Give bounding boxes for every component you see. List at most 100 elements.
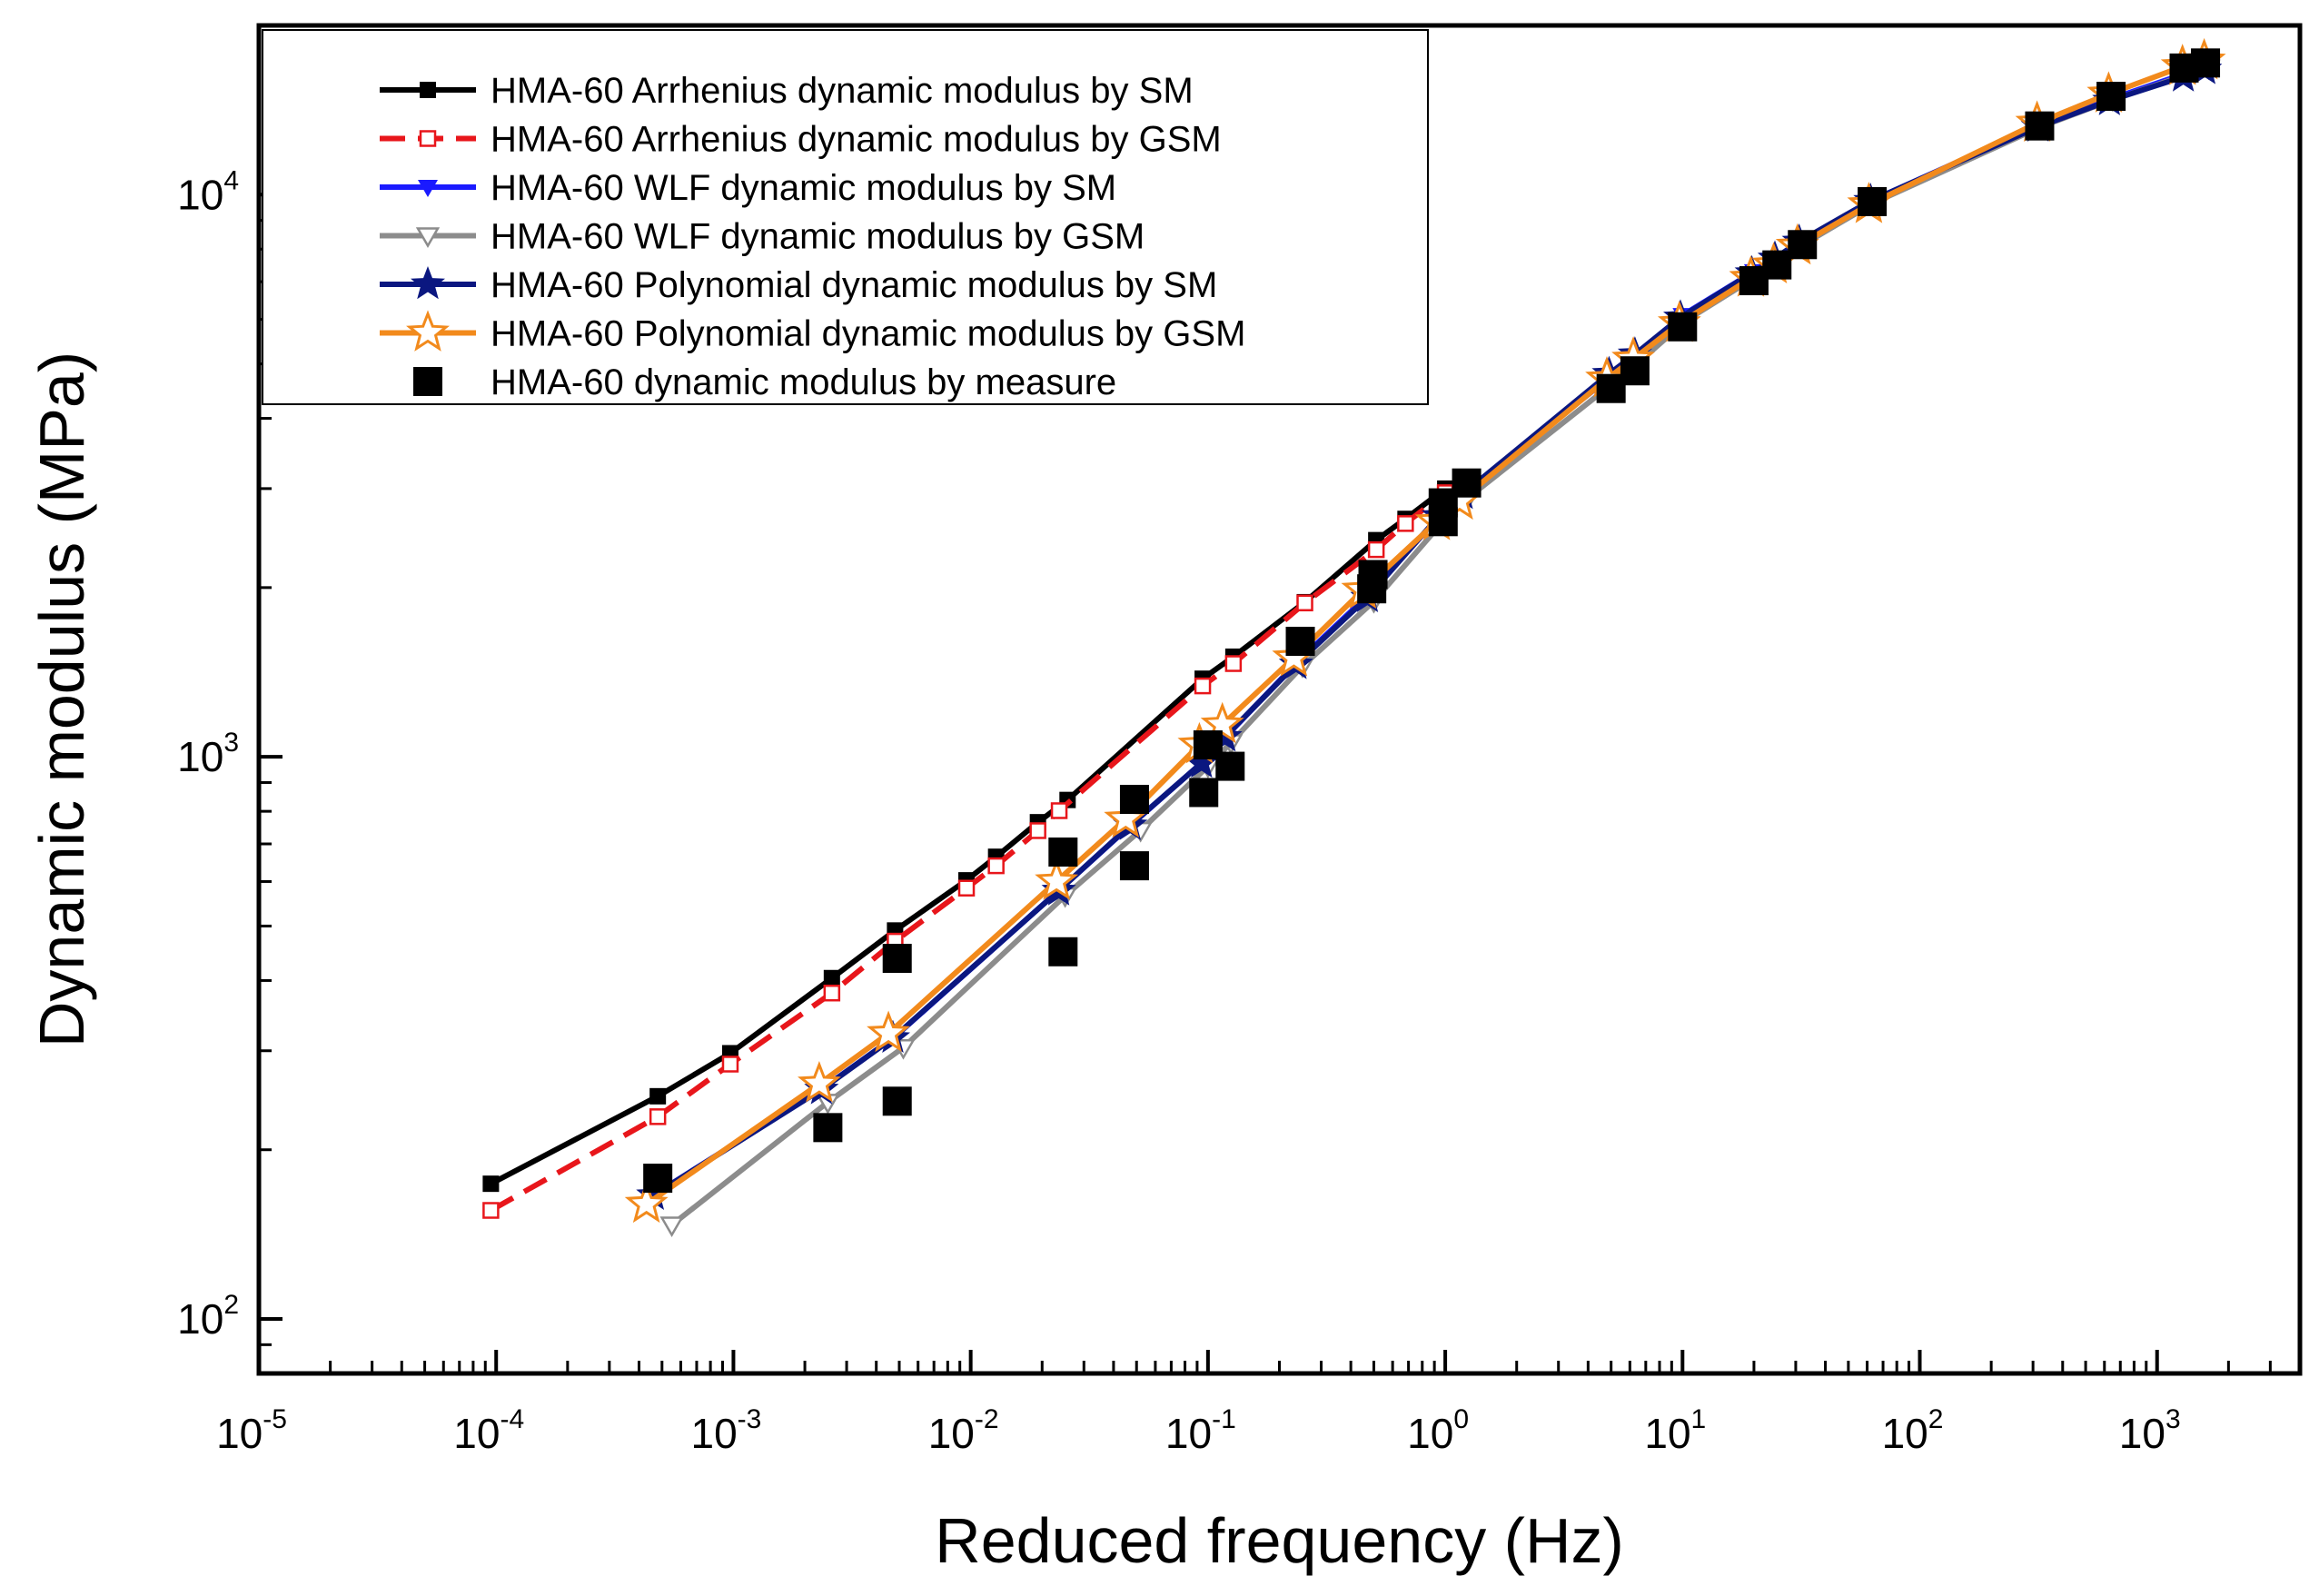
data-point	[649, 1108, 667, 1125]
x-tick-base: 10	[1644, 1410, 1690, 1457]
data-point	[2025, 111, 2055, 141]
data-point	[1050, 802, 1068, 819]
data-point	[659, 1216, 684, 1237]
legend-entry: HMA-60 Arrhenius dynamic modulus by GSM	[380, 120, 1222, 160]
data-point	[2096, 82, 2126, 112]
data-point	[1858, 186, 1888, 216]
data-point	[1029, 822, 1046, 839]
legend-marker	[411, 266, 445, 300]
x-axis-tick-labels: 10-5 10-4 10-3 10-2 10-1 100 101 102 103	[216, 1404, 2181, 1457]
legend-label: HMA-60 Arrhenius dynamic modulus by GSM	[491, 120, 1222, 160]
data-point	[1215, 751, 1245, 781]
x-tick-base: 10	[216, 1410, 263, 1457]
x-tick-label: 10-2	[928, 1404, 999, 1457]
legend-label: HMA-60 Polynomial dynamic modulus by SM	[491, 265, 1217, 305]
x-tick-base: 10	[691, 1410, 738, 1457]
data-point	[1224, 655, 1243, 672]
series-layer	[482, 37, 2226, 1237]
data-point	[987, 857, 1005, 875]
y-tick-label: 102	[177, 1290, 239, 1343]
data-point	[1048, 838, 1078, 867]
legend: HMA-60 Arrhenius dynamic modulus by SM HM…	[262, 29, 1429, 405]
y-tick-base: 10	[177, 733, 223, 780]
x-tick-base: 10	[2119, 1410, 2165, 1457]
data-point	[798, 1061, 841, 1103]
y-tick-base: 10	[177, 1295, 223, 1343]
x-tick-exponent: 1	[1691, 1404, 1707, 1434]
data-point	[1184, 745, 1219, 778]
x-tick-label: 101	[1644, 1404, 1706, 1457]
data-point	[813, 1113, 843, 1143]
x-tick-exponent: -1	[1212, 1404, 1236, 1434]
x-tick-label: 10-4	[453, 1404, 524, 1457]
x-tick-base: 10	[928, 1410, 975, 1457]
data-point	[721, 1056, 739, 1073]
data-point	[649, 1087, 667, 1105]
data-point	[1296, 594, 1313, 612]
y-tick-label: 103	[177, 728, 239, 780]
data-point	[882, 1086, 912, 1116]
legend-label: HMA-60 WLF dynamic modulus by SM	[491, 168, 1116, 208]
data-point	[867, 1010, 910, 1053]
x-tick-label: 10-3	[691, 1404, 762, 1457]
legend-marker	[413, 367, 442, 396]
series-1	[482, 480, 1454, 1193]
legend-marker	[420, 82, 436, 98]
data-point	[1788, 230, 1818, 260]
data-point	[1397, 515, 1414, 532]
legend-marker	[418, 180, 438, 197]
legend-box	[262, 29, 1429, 405]
y-tick-base: 10	[177, 171, 223, 218]
data-point	[624, 1181, 669, 1224]
data-point	[636, 1176, 671, 1210]
legend-entry: HMA-60 Polynomial dynamic modulus by SM	[380, 265, 1217, 305]
data-point	[1035, 858, 1079, 900]
x-axis-title: Reduced frequency (Hz)	[935, 1505, 1624, 1576]
series-line	[490, 486, 1447, 1186]
x-tick-base: 10	[1407, 1410, 1453, 1457]
data-point	[482, 1202, 500, 1219]
data-point	[1452, 468, 1482, 498]
x-tick-base: 10	[1165, 1410, 1212, 1457]
x-tick-base: 10	[453, 1410, 500, 1457]
data-point	[643, 1164, 673, 1194]
data-point	[1119, 851, 1149, 881]
x-tick-exponent: 2	[1928, 1404, 1944, 1434]
x-tick-label: 102	[1882, 1404, 1944, 1457]
legend-marker	[415, 227, 441, 248]
legend-entry: HMA-60 WLF dynamic modulus by GSM	[380, 217, 1145, 257]
legend-entry: HMA-60 Arrhenius dynamic modulus by SM	[380, 71, 1194, 111]
x-tick-label: 100	[1407, 1404, 1469, 1457]
data-point	[1285, 627, 1315, 657]
data-point	[2191, 48, 2221, 78]
legend-entry: HMA-60 dynamic modulus by measure	[413, 362, 1116, 402]
data-point	[823, 984, 841, 1002]
data-point	[1119, 785, 1149, 815]
legend-marker	[406, 310, 450, 352]
legend-marker	[419, 130, 437, 147]
x-tick-base: 10	[1882, 1410, 1928, 1457]
legend-entry: HMA-60 Polynomial dynamic modulus by GSM	[380, 310, 1245, 354]
data-point	[1358, 560, 1388, 590]
legend-label: HMA-60 Polynomial dynamic modulus by GSM	[491, 314, 1245, 354]
data-point	[1620, 356, 1650, 386]
data-point	[1194, 677, 1212, 695]
series-7	[643, 48, 2221, 1194]
data-point	[957, 879, 976, 897]
legend-label: HMA-60 WLF dynamic modulus by GSM	[491, 217, 1145, 257]
legend-entry: HMA-60 WLF dynamic modulus by SM	[380, 168, 1116, 208]
data-point	[1189, 778, 1219, 808]
data-point	[823, 969, 840, 986]
data-point	[1762, 250, 1792, 280]
legend-label: HMA-60 Arrhenius dynamic modulus by SM	[491, 71, 1194, 111]
data-point	[1668, 312, 1698, 342]
data-point	[1048, 937, 1078, 967]
legend-label: HMA-60 dynamic modulus by measure	[491, 362, 1116, 402]
x-tick-label: 10-1	[1165, 1404, 1236, 1457]
x-tick-exponent: -4	[500, 1404, 524, 1434]
data-point	[482, 1175, 500, 1193]
data-point	[882, 944, 912, 974]
x-tick-exponent: -3	[738, 1404, 762, 1434]
